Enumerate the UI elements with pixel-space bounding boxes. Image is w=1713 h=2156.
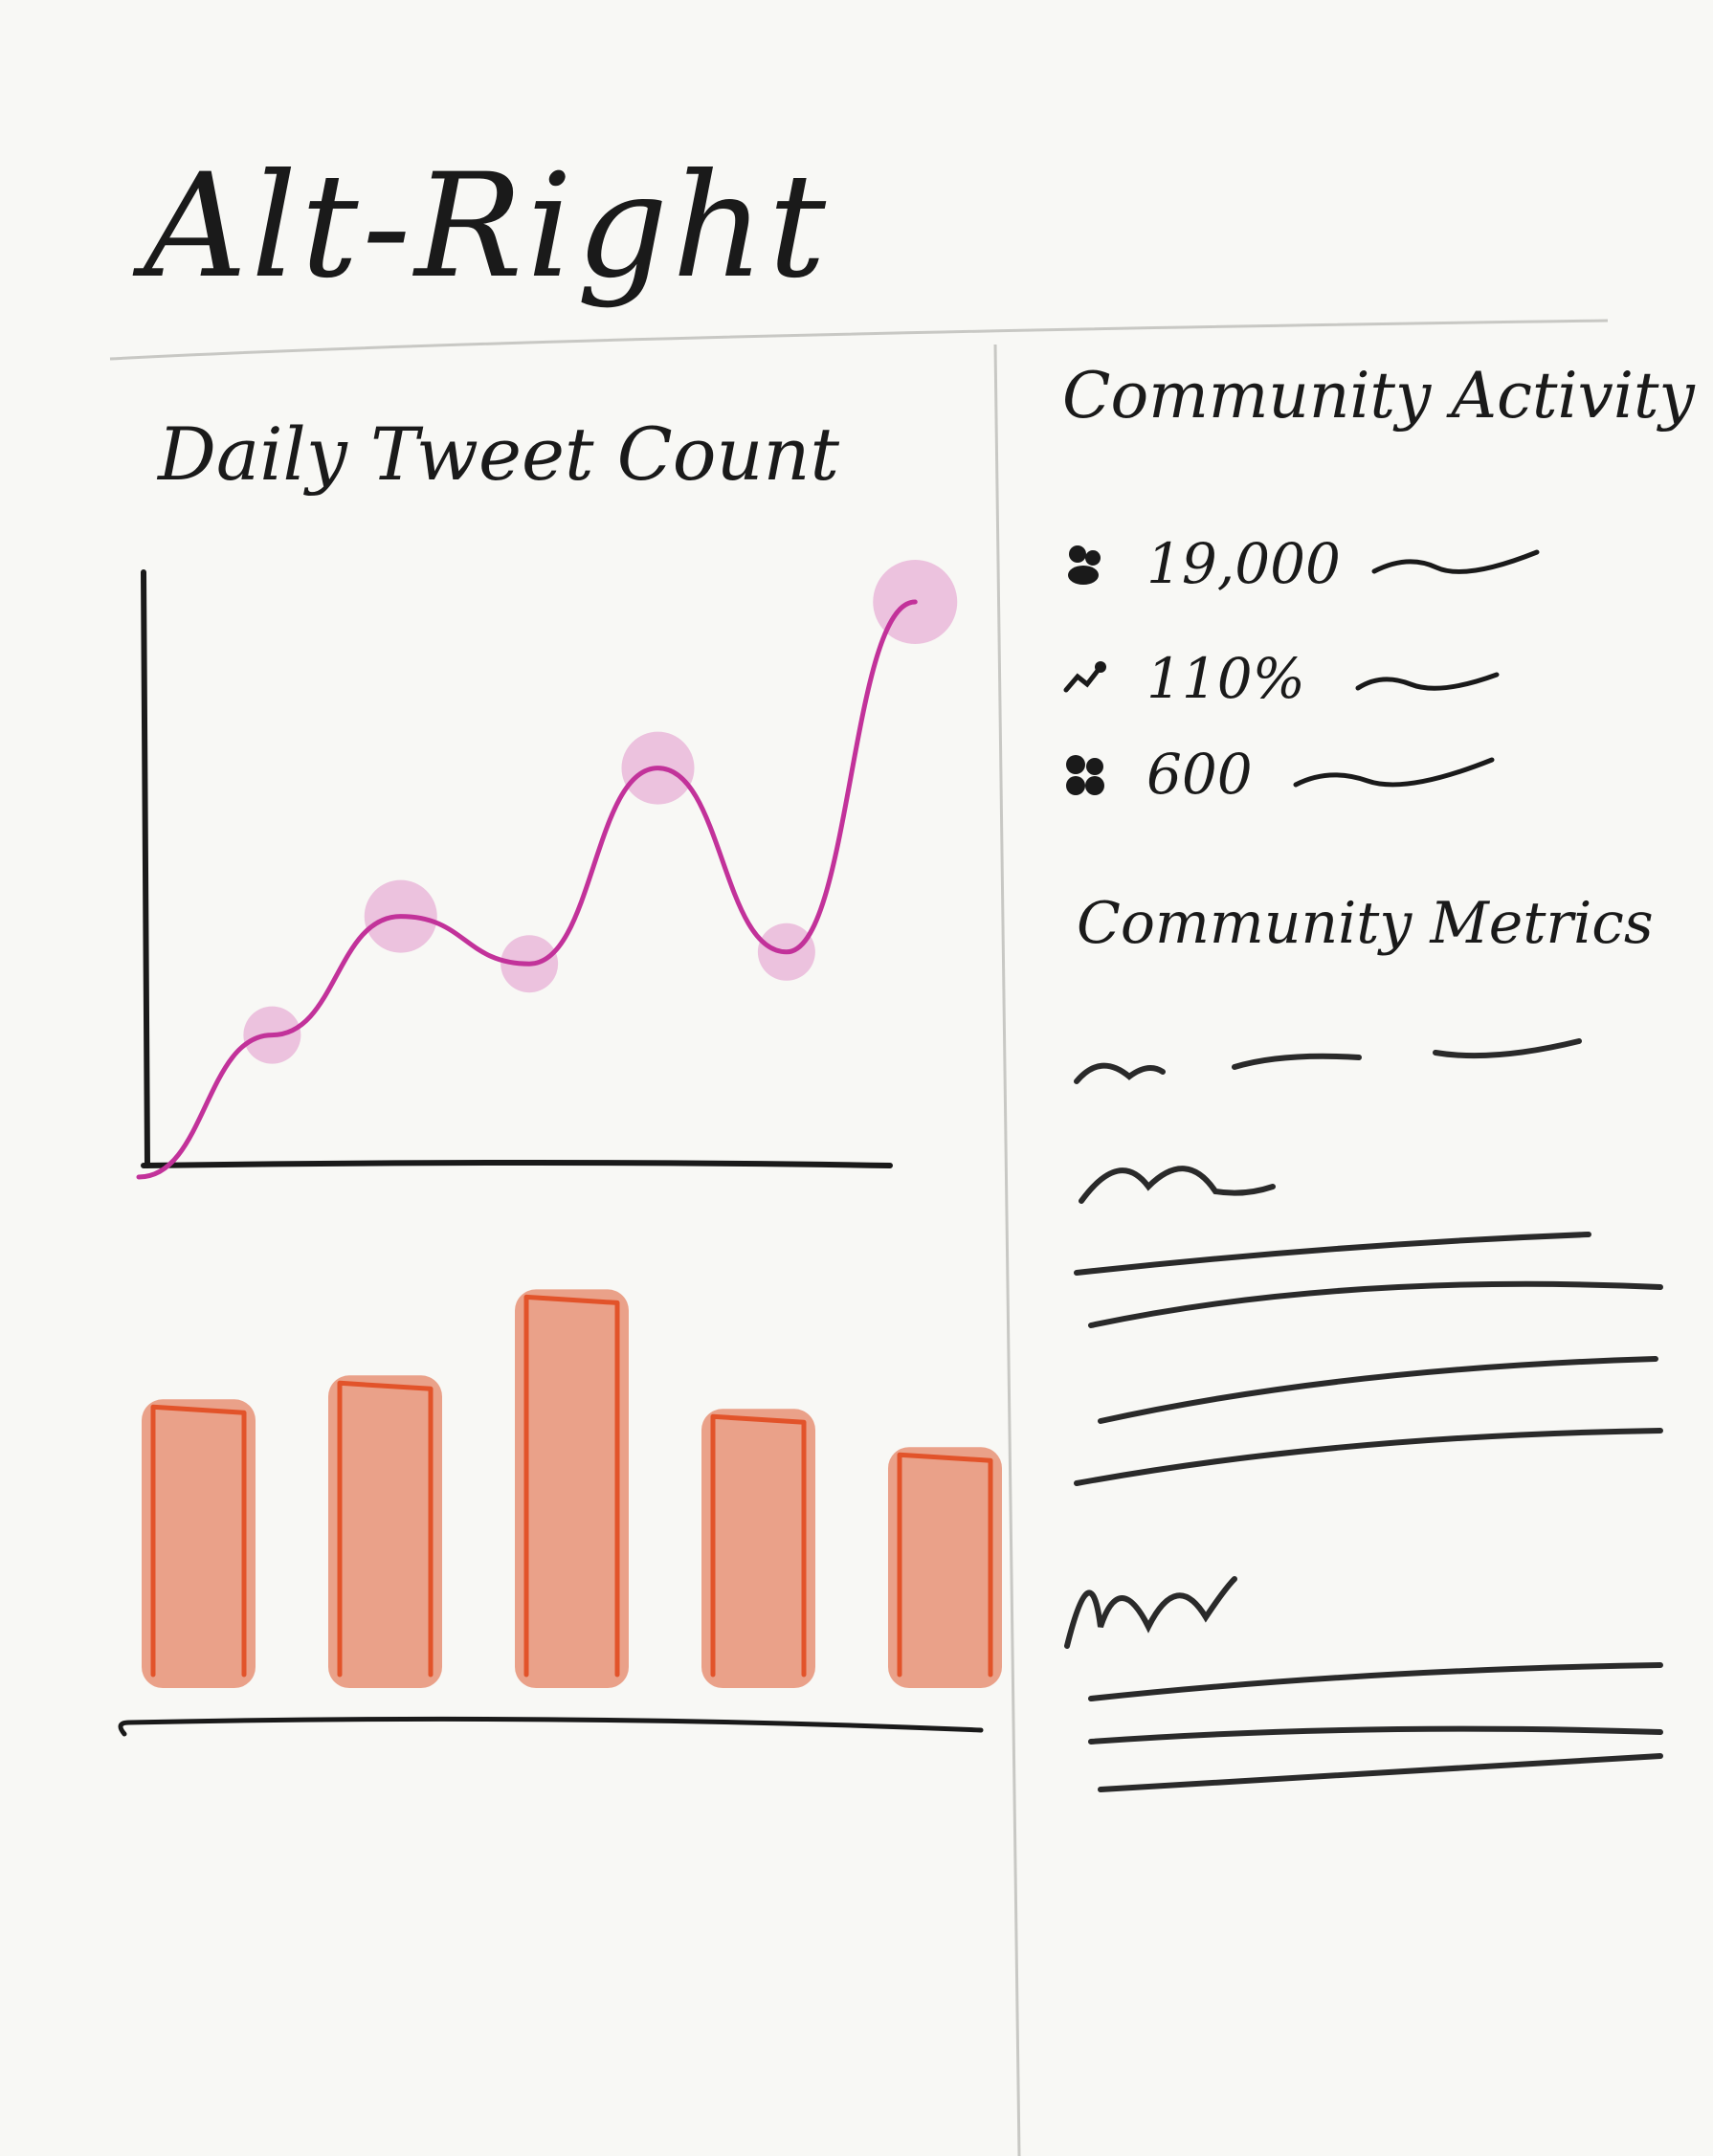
page-title: Alt-Right	[144, 144, 831, 310]
bar-baseline	[118, 1716, 984, 1737]
bar-fill	[515, 1289, 629, 1688]
tweet-chart-title: Daily Tweet Count	[158, 411, 839, 497]
trend-icon	[1063, 661, 1106, 693]
stat-row-members: 19,000	[1062, 531, 1542, 596]
text-line-4	[1074, 1428, 1663, 1486]
bar-outline	[710, 1413, 807, 1678]
stat-groups-value: 600	[1146, 742, 1253, 807]
stat-row-groups: 600	[1062, 742, 1502, 807]
stat-members-scribble	[1371, 549, 1540, 574]
text-line-6	[1088, 1725, 1663, 1745]
stat-growth-scribble	[1355, 672, 1500, 691]
group-icon	[1066, 755, 1104, 795]
subheading-scribble-2	[1064, 1576, 1237, 1649]
bar-outline	[150, 1404, 247, 1678]
bar-fill	[142, 1399, 256, 1688]
bar-outline	[337, 1380, 434, 1678]
column-divider	[993, 344, 1021, 2156]
text-line-5	[1088, 1662, 1663, 1701]
text-line-1	[1074, 1232, 1591, 1276]
metrics-scribble-2	[1232, 1053, 1362, 1070]
activity-heading: Community Activity	[1062, 359, 1695, 433]
y-axis	[141, 569, 150, 1168]
text-line-3	[1098, 1356, 1658, 1424]
bar-fill	[701, 1409, 815, 1688]
stat-groups-scribble	[1293, 757, 1495, 788]
people-icon	[1068, 545, 1101, 585]
text-line-2	[1088, 1280, 1663, 1328]
metrics-heading: Community Metrics	[1077, 890, 1654, 957]
bar-outline	[523, 1294, 620, 1678]
line-chart-series	[136, 599, 918, 1180]
text-line-7	[1098, 1753, 1663, 1792]
metrics-scribble-3	[1433, 1038, 1582, 1059]
x-axis	[141, 1160, 893, 1168]
stat-growth-value: 110%	[1146, 646, 1305, 711]
bar-fill	[888, 1447, 1002, 1688]
metrics-scribble-1	[1074, 1062, 1166, 1084]
stat-members-value: 19,000	[1146, 531, 1341, 596]
bar-outline	[897, 1452, 993, 1678]
stat-row-growth: 110%	[1062, 646, 1525, 711]
subheading-scribble-1	[1079, 1166, 1276, 1204]
header-divider	[109, 319, 1609, 361]
bar-fill	[328, 1375, 442, 1688]
